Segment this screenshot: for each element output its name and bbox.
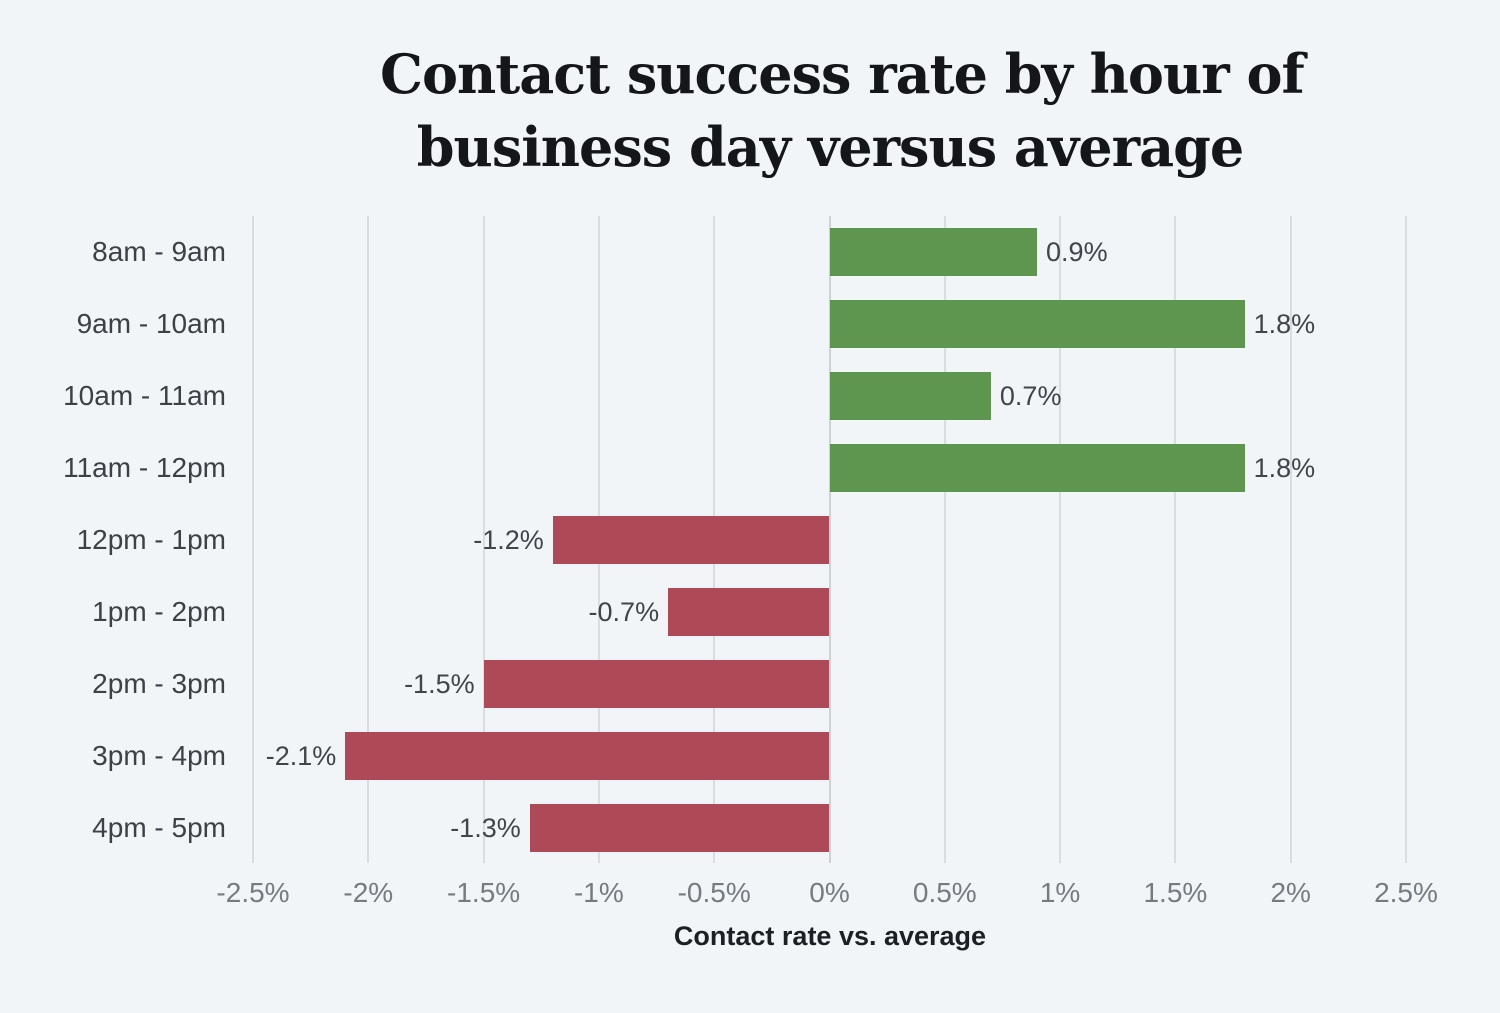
gridline (1059, 216, 1062, 863)
bar-value-label: 1.8% (1253, 309, 1316, 339)
gridline (367, 216, 370, 863)
positive-bar (829, 444, 1245, 492)
positive-bar (829, 300, 1245, 348)
positive-bar (829, 228, 1038, 276)
negative-bar (345, 732, 830, 780)
bar-value-label: -1.5% (404, 669, 475, 699)
x-axis-tick: 2.5% (1374, 877, 1438, 908)
chart-title: Contact success rate by hour of business… (380, 38, 1305, 184)
gridline (1405, 216, 1407, 863)
gridline (482, 216, 485, 863)
x-axis-tick: 1% (1039, 877, 1081, 908)
gridline (943, 216, 946, 863)
bar-value-label: -0.7% (588, 597, 660, 627)
bar-value-label: 0.7% (999, 381, 1062, 411)
y-axis-label: 2pm - 3pm (92, 668, 226, 699)
negative-bar (483, 660, 830, 708)
y-axis-label: 9am - 10am (76, 308, 226, 339)
bar-value-label: -2.1% (265, 741, 337, 771)
zero-gridline (828, 216, 831, 863)
x-axis-tick: -2.5% (216, 877, 290, 908)
negative-bar (668, 588, 830, 636)
gridline (252, 216, 254, 863)
chart-title-line-2: business day versus average (416, 115, 1244, 179)
y-axis-label: 11am - 12pm (63, 452, 226, 483)
positive-bar (829, 372, 991, 420)
x-axis-tick: 2% (1270, 877, 1311, 908)
y-axis-label: 4pm - 5pm (92, 812, 226, 843)
chart-title-line-1: Contact success rate by hour of (380, 42, 1305, 106)
gridline (1289, 216, 1292, 863)
bar-value-label: -1.2% (473, 525, 544, 555)
x-axis-tick: -0.5% (677, 877, 751, 908)
y-axis-label: 3pm - 4pm (92, 740, 226, 771)
x-axis-tick: 0% (809, 877, 850, 908)
y-axis-label: 1pm - 2pm (92, 596, 226, 627)
negative-bar (529, 804, 830, 852)
bar-value-label: 0.9% (1046, 237, 1108, 267)
bar-value-label: 1.8% (1253, 453, 1316, 483)
x-axis-title: Contact rate vs. average (673, 921, 987, 951)
y-axis-label: 8am - 9am (92, 236, 226, 267)
x-axis-tick: -1.5% (447, 877, 521, 908)
x-axis-tick: -1% (573, 877, 624, 908)
y-axis-label: 10am - 11am (63, 380, 226, 411)
x-axis-tick: -2% (343, 877, 394, 908)
gridline (1174, 216, 1177, 863)
y-axis-label: 12pm - 1pm (76, 524, 226, 555)
x-axis-tick: 1.5% (1143, 877, 1208, 908)
bar-value-label: -1.3% (450, 813, 521, 843)
negative-bar (552, 516, 830, 564)
x-axis-tick: 0.5% (912, 877, 977, 908)
